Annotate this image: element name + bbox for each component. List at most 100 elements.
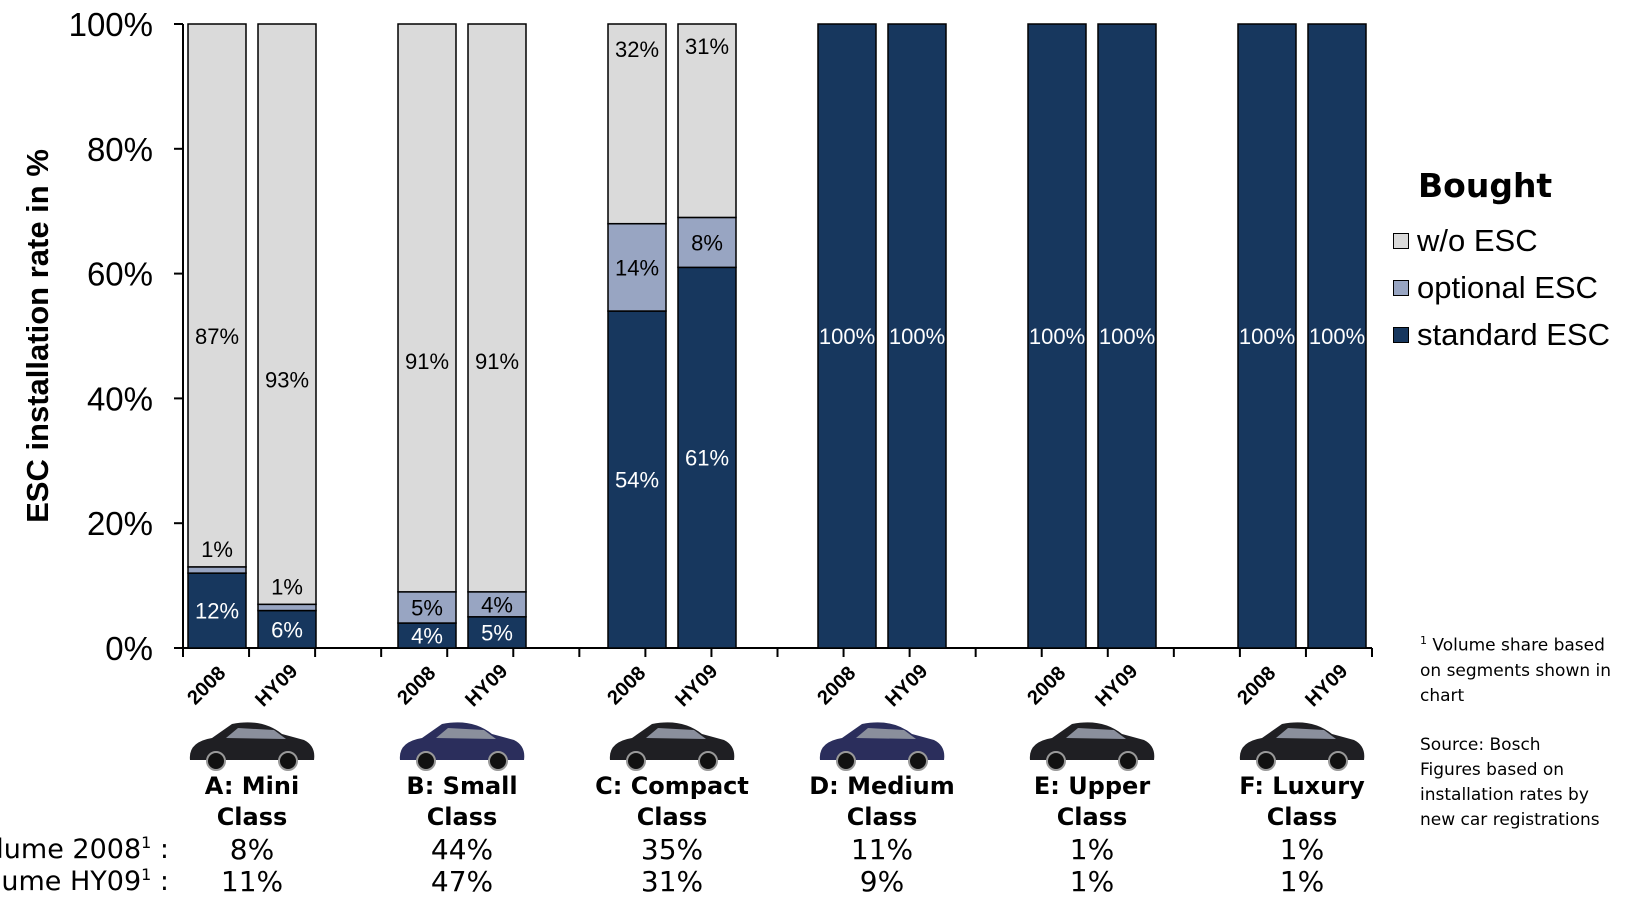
data-label-optional: 1% (201, 537, 233, 562)
bar-segment-without (467, 23, 527, 593)
car-wheel (206, 751, 226, 771)
bar-segment-standard (677, 266, 737, 649)
data-label-standard: 100% (1099, 324, 1155, 349)
class-label-line2: Class (426, 803, 498, 831)
bar-segment-without (397, 23, 457, 593)
bar-segment-standard (397, 622, 457, 649)
data-label-without: 31% (685, 34, 729, 59)
class-label-line1: D: Medium (809, 772, 955, 800)
bar-segment-standard (1237, 23, 1297, 649)
volume-label-superscript: 1 (141, 833, 152, 852)
bar-segment-optional (257, 603, 317, 612)
x-tick-label-2008: 2008 (1233, 662, 1280, 709)
car-wheel (1118, 751, 1138, 771)
volume-2008-value: 44% (430, 833, 494, 866)
data-label-standard: 5% (481, 620, 513, 645)
car-body (1029, 722, 1155, 760)
volume-2008-value: 1% (1279, 833, 1325, 866)
y-tick-label: 100% (69, 6, 153, 43)
car-icon (189, 722, 315, 771)
car-wheel (278, 751, 298, 771)
volume-2008-value: 1% (1069, 833, 1115, 866)
bar-segment-standard (817, 23, 877, 649)
y-tick-label: 80% (87, 131, 153, 168)
y-tick-label: 40% (87, 380, 153, 417)
car-wheel (626, 751, 646, 771)
data-label-standard: 54% (615, 468, 659, 493)
footnote: 1 Volume share based on segments shown i… (1420, 628, 1620, 709)
bar-segment-without (187, 23, 247, 568)
bar-segment-standard (1097, 23, 1157, 649)
legend-label-standard-esc: standard ESC (1417, 317, 1610, 352)
car-wheel (836, 751, 856, 771)
car-wheel (1046, 751, 1066, 771)
x-tick-label-hy09: HY09 (461, 660, 512, 711)
data-label-standard: 100% (819, 324, 875, 349)
volume-2008-value: 11% (850, 833, 914, 866)
car-wheel (908, 751, 928, 771)
bar-segment-standard (887, 23, 947, 649)
car-window (436, 728, 496, 739)
class-label-line2: Class (216, 803, 288, 831)
legend-item-standard-esc: standard ESC (1393, 317, 1610, 353)
car-window (856, 728, 916, 739)
bar-segment-optional (187, 566, 247, 574)
data-label-without: 32% (615, 37, 659, 62)
volume-label-suffix: : (151, 834, 169, 865)
class-label: B: Small Class (377, 771, 547, 833)
class-label-line1: C: Compact (595, 772, 749, 800)
car-wheel (1256, 751, 1276, 771)
x-tick-label-hy09: HY09 (251, 660, 302, 711)
class-label: E: Upper Class (1007, 771, 1177, 833)
y-tick-label: 0% (105, 630, 153, 667)
volume-hy09-value: 1% (1279, 865, 1325, 898)
volume-2008-label: Volume 20081 : (0, 833, 169, 865)
volume-label-superscript: 1 (141, 865, 152, 884)
data-label-optional: 8% (691, 230, 723, 255)
car-body (819, 722, 945, 760)
car-wheel (488, 751, 508, 771)
bar-segment-standard (1307, 23, 1367, 649)
legend-label-optional-esc: optional ESC (1417, 270, 1598, 305)
x-tick-label-2008: 2008 (183, 662, 230, 709)
car-icon (399, 722, 525, 771)
class-label-line2: Class (636, 803, 708, 831)
volume-2008-value: 35% (640, 833, 704, 866)
volume-hy09-value: 31% (640, 865, 704, 898)
data-label-optional: 5% (411, 595, 443, 620)
car-icon (609, 722, 735, 771)
data-label-standard: 100% (1239, 324, 1295, 349)
data-label-optional: 1% (271, 574, 303, 599)
data-label-without: 87% (195, 324, 239, 349)
volume-label-text: Volume 2008 (0, 834, 142, 865)
x-tick-label-hy09: HY09 (881, 660, 932, 711)
volume-hy09-value: 11% (220, 865, 284, 898)
source-note: Source: Bosch (1420, 735, 1541, 755)
legend-item-optional-esc: optional ESC (1393, 270, 1598, 306)
car-window (1066, 728, 1126, 739)
car-wheel (698, 751, 718, 771)
volume-2008-value: 8% (229, 833, 275, 866)
legend-label-without-esc: w/o ESC (1417, 223, 1538, 258)
car-body (189, 722, 315, 760)
x-tick-label-hy09: HY09 (1091, 660, 1142, 711)
car-body (1239, 722, 1365, 760)
legend-swatch-optional-esc (1393, 280, 1409, 296)
class-label-line1: F: Luxury (1239, 772, 1365, 800)
legend-swatch-without-esc (1393, 233, 1409, 249)
car-icon (1239, 722, 1365, 771)
bar-segment-standard (257, 609, 317, 649)
x-tick-label-2008: 2008 (393, 662, 440, 709)
legend-title: Bought (1418, 166, 1553, 205)
car-window (646, 728, 706, 739)
data-label-standard: 4% (411, 624, 443, 649)
bar-segment-standard (1027, 23, 1087, 649)
legend-item-without-esc: w/o ESC (1393, 223, 1538, 259)
class-label-line1: E: Upper (1033, 772, 1151, 800)
data-label-without: 93% (265, 368, 309, 393)
x-tick-label-hy09: HY09 (671, 660, 722, 711)
volume-hy09-label: Volume HY091 : (0, 865, 169, 897)
car-window (1276, 728, 1336, 739)
data-label-standard: 100% (889, 324, 945, 349)
